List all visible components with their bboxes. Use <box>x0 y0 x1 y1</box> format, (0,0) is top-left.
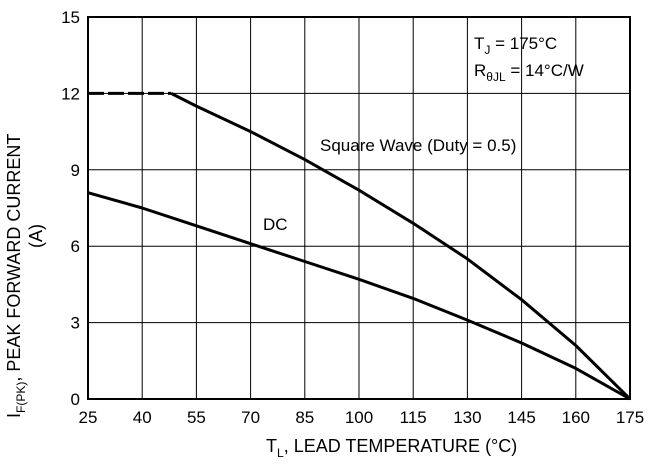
x-tick-label: 115 <box>400 408 427 427</box>
dc-label: DC <box>263 215 288 234</box>
svg-text:TJ = 175°C: TJ = 175°C <box>474 34 557 57</box>
x-axis-title: TL, LEAD TEMPERATURE (°C) <box>266 436 517 460</box>
y-axis-title: IF(PK), PEAK FORWARD CURRENT (A) <box>4 134 46 418</box>
square-wave-label: Square Wave (Duty = 0.5) <box>320 136 516 155</box>
x-tick-label: 55 <box>187 408 206 427</box>
series-line-dc <box>87 191 631 401</box>
x-tick-label: 25 <box>79 408 98 427</box>
y-tick-label: 9 <box>71 161 80 180</box>
svg-text:RθJL = 14°C/W: RθJL = 14°C/W <box>474 61 584 84</box>
x-tick-label: 85 <box>295 408 314 427</box>
x-tick-label: 40 <box>133 408 152 427</box>
svg-text:TL, LEAD TEMPERATURE (°C): TL, LEAD TEMPERATURE (°C) <box>266 436 517 460</box>
series-line-square-wave <box>170 92 632 401</box>
y-tick-label: 12 <box>61 84 80 103</box>
svg-text:IF(PK), PEAK FORWARD CURRENT: IF(PK), PEAK FORWARD CURRENT <box>4 134 28 418</box>
annotation-rth: RθJL = 14°C/W <box>474 61 584 84</box>
annotation-tj: TJ = 175°C <box>474 34 557 57</box>
x-tick-label: 70 <box>241 408 260 427</box>
y-tick-label: 6 <box>71 237 80 256</box>
svg-text:(A): (A) <box>26 224 46 248</box>
x-tick-label: 160 <box>562 408 590 427</box>
x-tick-label: 175 <box>616 408 644 427</box>
y-tick-labels: 0 3 6 9 12 15 <box>61 8 80 409</box>
x-tick-label: 145 <box>507 408 535 427</box>
plot-frame <box>87 16 631 400</box>
series-lines <box>87 91 632 401</box>
x-tick-labels: 25 40 55 70 85 100 115 130 145 160 175 <box>79 408 645 427</box>
y-tick-label: 3 <box>71 314 80 333</box>
y-tick-label: 15 <box>61 8 80 27</box>
y-tick-label: 0 <box>71 390 80 409</box>
x-tick-label: 130 <box>453 408 481 427</box>
x-tick-label: 100 <box>345 408 373 427</box>
